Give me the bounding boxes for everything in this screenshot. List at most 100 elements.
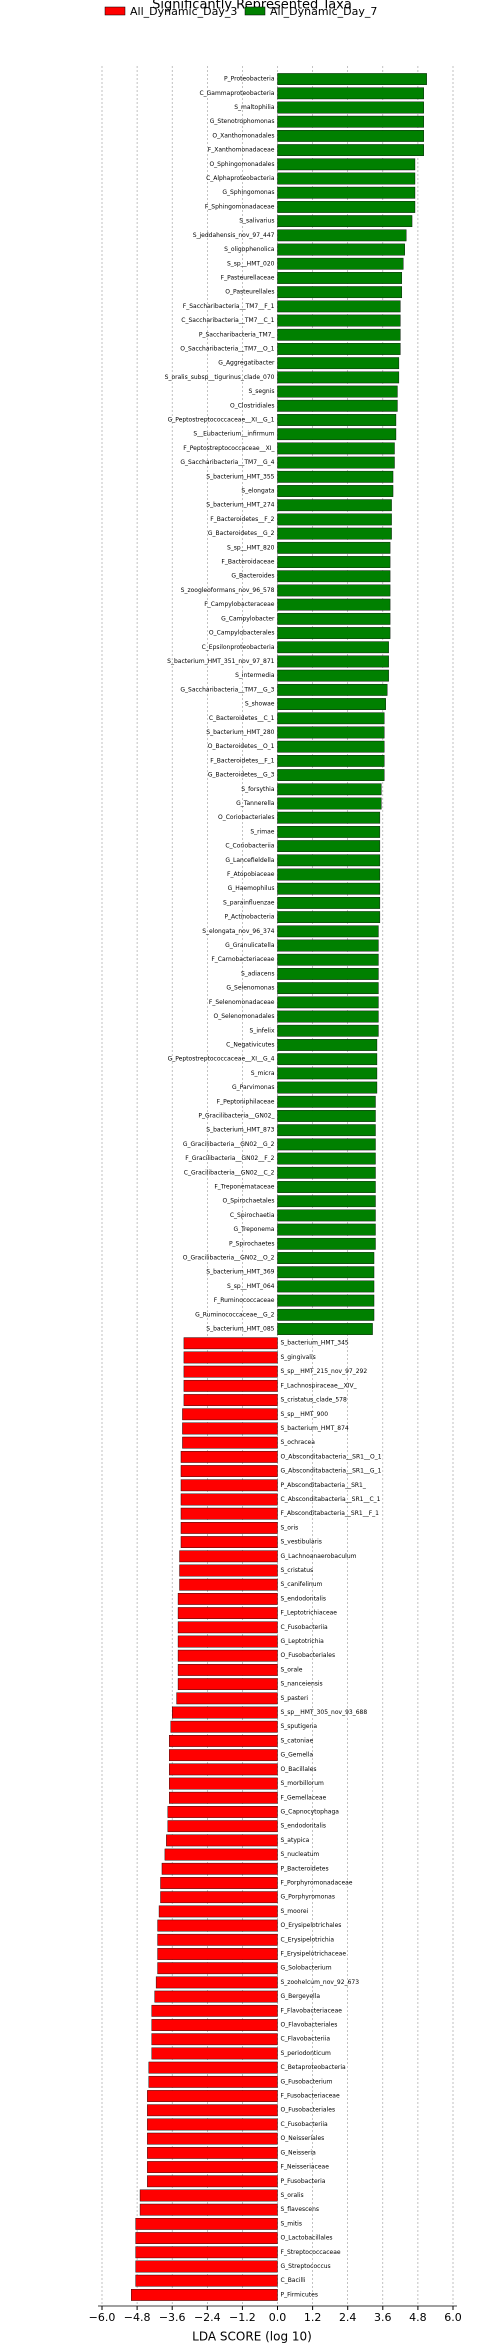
bar	[277, 1223, 376, 1236]
bar	[277, 1010, 379, 1023]
bar-label: F_Neisseriaceae	[281, 2164, 330, 2171]
bar	[277, 1138, 376, 1151]
bar	[277, 201, 416, 213]
bar	[169, 1735, 278, 1747]
bar	[277, 683, 388, 696]
bar-label: F_Selenomonadaceae	[209, 999, 275, 1006]
bar	[183, 1394, 278, 1406]
bar-label: G_Parvimonas	[232, 1084, 274, 1091]
bar	[277, 1166, 376, 1179]
bar-label: F_Erysipelotrichaceae	[281, 1951, 347, 1958]
bar	[177, 1607, 278, 1619]
bar	[277, 456, 395, 469]
bar	[277, 328, 401, 341]
bar	[277, 996, 379, 1009]
bar-label: S_parainfluenzae	[223, 899, 275, 906]
bar	[277, 300, 401, 313]
bar	[277, 556, 391, 568]
bar-label: G_Treponema	[234, 1226, 275, 1233]
bar-label: S_oralis_subsp__tigurinus_clade_070	[165, 374, 275, 381]
bar	[277, 826, 381, 838]
bar-label: S_zoohelcum_nov_92_673	[281, 1979, 360, 1986]
bar	[179, 1578, 278, 1591]
bar-label: O_Fusobacteriales	[281, 2107, 336, 2114]
bar-label: S_ochracea	[281, 1439, 316, 1446]
bar-label: G_Stenotrophomonas	[210, 118, 275, 125]
bar-label: O_Xanthomonadales	[212, 132, 274, 139]
bar	[277, 87, 424, 100]
bar	[277, 911, 381, 924]
bar-label: G_Campylobacter	[221, 615, 275, 622]
bar-label: C_Flavobacteriia	[281, 2036, 331, 2043]
bar	[169, 1777, 278, 1790]
bar-label: S_bacterium_HMT_085	[206, 1326, 274, 1333]
bar	[277, 854, 381, 867]
bar	[166, 1834, 278, 1847]
bar	[169, 1791, 278, 1804]
bar	[155, 1976, 278, 1989]
bar	[157, 1919, 278, 1932]
bar-label: C_Erysipelotrichia	[281, 1936, 335, 1943]
bar-label: G_Lancefieldella	[225, 857, 274, 864]
x-tick-label: 1.2	[304, 2311, 322, 2324]
bar	[169, 1749, 278, 1762]
bar-label: C_Fusobacteriia	[281, 2121, 329, 2128]
bar-label: S_bacterium_HMT_351_nov_97_871	[167, 658, 275, 665]
bar	[177, 1621, 278, 1634]
bar	[180, 1507, 278, 1520]
bar-label: C_Coriobacteriia	[225, 843, 274, 850]
bar	[131, 2289, 278, 2301]
bar-label: G_Solobacterium	[281, 1965, 332, 1972]
bar	[167, 1806, 278, 1818]
x-tick-label: −2.4	[194, 2311, 221, 2324]
bar-label: S_sp__HMT_820	[227, 544, 275, 551]
bar	[147, 2090, 278, 2102]
bar-label: P_Proteobacteria	[224, 76, 275, 83]
bar	[277, 811, 381, 824]
bar	[277, 769, 385, 781]
bar	[180, 1450, 278, 1463]
bar	[277, 257, 404, 270]
bar	[177, 1664, 278, 1676]
bar	[277, 953, 379, 966]
bar	[157, 1948, 278, 1960]
bar	[147, 2104, 278, 2117]
bar-label: S_endodontalis	[281, 1595, 327, 1602]
bar-label: O_Gracilibacteria__GN02__O_2	[183, 1255, 275, 1262]
bar	[171, 1706, 278, 1719]
bar	[277, 243, 405, 256]
bar	[277, 598, 391, 611]
bar	[277, 101, 424, 114]
bar-label: S_nucleatum	[281, 1851, 320, 1858]
bar-label: O_Clostridiales	[230, 402, 275, 409]
bar-label: G_Leptotrichia	[281, 1638, 325, 1645]
bar	[135, 2217, 278, 2230]
bar-label: O_Spirochaetales	[223, 1198, 275, 1205]
bar	[277, 357, 400, 370]
bar-label: S_forsythia	[241, 786, 275, 793]
bar-label: S_nanceiensis	[281, 1681, 323, 1688]
bar-label: G_Lachnoanaerobaculum	[281, 1553, 357, 1560]
bar-label: S_bacterium_HMT_345	[281, 1340, 349, 1347]
bar-label: O_Saccharibacteria__TM7__O_1	[180, 345, 274, 352]
bar	[151, 2019, 278, 2031]
bar	[277, 1280, 375, 1293]
bar-label: S_sp__HMT_020	[227, 260, 275, 267]
bar	[277, 428, 397, 441]
bar	[277, 541, 391, 554]
bar	[277, 755, 385, 767]
bar	[277, 1152, 376, 1165]
bar	[180, 1536, 278, 1548]
bar	[277, 1308, 375, 1321]
bar	[147, 2146, 278, 2159]
bar	[139, 2203, 278, 2216]
bar-label: O_Lactobacillales	[281, 2235, 333, 2242]
bar-label: F_Treponemataceae	[214, 1184, 274, 1191]
bar-label: F_Atopobiaceae	[227, 871, 275, 878]
bar	[148, 2075, 278, 2088]
x-tick-label: −6.0	[89, 2311, 116, 2324]
bar	[158, 1905, 278, 1918]
bar-label: C_Alphaproteobacteria	[206, 175, 275, 182]
bar	[277, 229, 407, 242]
bar	[151, 2033, 278, 2046]
